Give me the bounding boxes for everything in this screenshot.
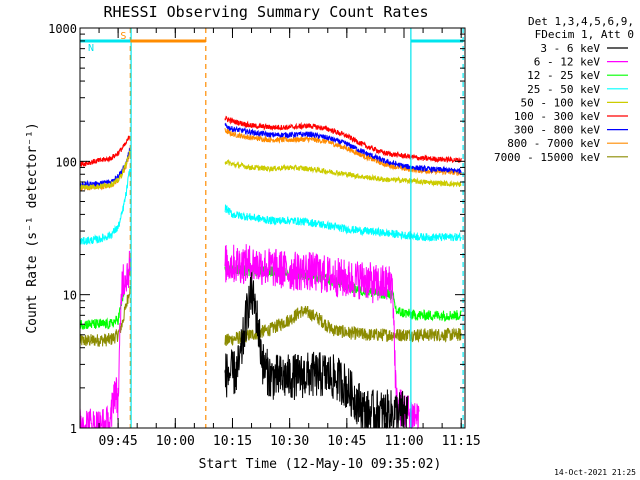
series-25-50keV-line	[79, 167, 132, 245]
axes: 1 10 100 1000 09:45 10:00 10:15 10:30 10:45 11:00…	[48, 22, 481, 449]
legend-header-line-2: FDecim 1, Att 0	[535, 28, 634, 41]
series-50-100keV-line	[79, 150, 132, 191]
plot-area: SN	[79, 28, 464, 430]
flag-label: N	[88, 43, 94, 54]
y-tick-label: 1000	[48, 22, 77, 36]
x-tick-label: 11:15	[442, 434, 481, 449]
legend-entry-label: 3 - 6 keV	[540, 42, 600, 55]
series-300-800keV-line	[224, 122, 462, 175]
legend: Det 1,3,4,5,6,9, FDecim 1, Att 0 3 - 6 k…	[494, 15, 634, 164]
legend-entry-label: 12 - 25 keV	[527, 69, 600, 82]
plot-frame	[79, 27, 466, 429]
x-tick-label: 10:30	[270, 434, 309, 449]
legend-entry-label: 800 - 7000 keV	[507, 137, 600, 150]
series-7000-15000keV-line	[224, 305, 462, 347]
x-axis-label: Start Time (12-May-10 09:35:02)	[199, 457, 442, 472]
flag-label: S	[120, 31, 126, 42]
series-6-12keV-line	[224, 244, 420, 430]
legend-header-line-1: Det 1,3,4,5,6,9,	[528, 15, 634, 28]
legend-entry-label: 100 - 300 keV	[514, 110, 600, 123]
legend-entry-label: 300 - 800 keV	[514, 124, 600, 137]
legend-entry-label: 6 - 12 keV	[534, 56, 601, 69]
series-7000-15000keV-line	[79, 285, 132, 347]
legend-entry-label: 50 - 100 keV	[521, 96, 601, 109]
series-100-300keV-line	[224, 115, 462, 164]
series-25-50keV-line	[224, 204, 462, 243]
timestamp: 14-Oct-2021 21:25	[554, 468, 636, 477]
chart-title: RHESSI Observing Summary Count Rates	[103, 3, 428, 21]
series-800-7000keV-line	[224, 128, 462, 177]
legend-entry-label: 25 - 50 keV	[527, 83, 600, 96]
y-tick-label: 1	[70, 422, 77, 436]
x-tick-label: 10:00	[156, 434, 195, 449]
series-100-300keV-line	[79, 135, 132, 167]
x-tick-label: 09:45	[99, 434, 138, 449]
y-tick-label: 10	[63, 289, 77, 303]
series-3-6keV-line	[224, 272, 409, 429]
y-axis-label: Count Rate (s⁻¹ detector⁻¹)	[25, 122, 40, 333]
series-12-25keV-line	[79, 267, 132, 330]
series-50-100keV-line	[224, 158, 462, 188]
x-tick-label: 11:00	[384, 434, 423, 449]
y-tick-label: 100	[55, 155, 77, 169]
x-tick-label: 10:15	[213, 434, 252, 449]
legend-entry-label: 7000 - 15000 keV	[494, 151, 600, 164]
x-tick-label: 10:45	[327, 434, 366, 449]
